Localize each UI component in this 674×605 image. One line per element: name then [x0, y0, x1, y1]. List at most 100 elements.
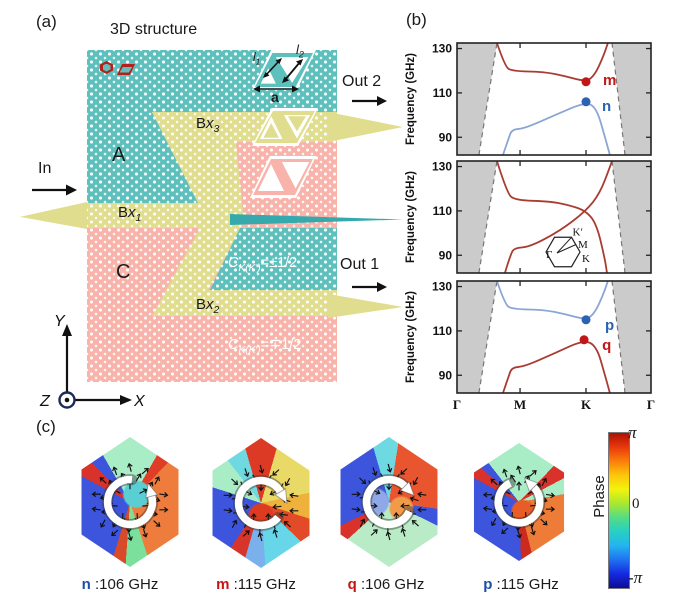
out1-arrow-icon [352, 282, 387, 292]
band-marker-label-m: m [603, 72, 616, 89]
circulation-arrow-icon [103, 475, 157, 529]
phase-colorbar [608, 432, 630, 589]
phase-map-mode-q [340, 437, 438, 567]
chern-number-top: CK(K′)=±1/2 [228, 255, 298, 274]
bz-gamma-label: Γ [546, 249, 552, 261]
input-label: In [38, 160, 52, 177]
poynting-vector-field [223, 464, 299, 542]
mode-m-letter: m [216, 576, 230, 593]
chern-number-bottom: CK(K′)=∓1/2 [228, 337, 302, 356]
light-cone-right [612, 43, 651, 155]
mode-q-frequency-label: q :106 GHz [347, 576, 425, 593]
waveguide-bx1-label: Bx1 [118, 204, 142, 224]
bz-m-label: M [578, 239, 588, 251]
y-tick-label: 90 [439, 130, 453, 144]
phase-map-mode-p [473, 443, 565, 561]
x-tick-label: Γ [453, 397, 461, 412]
band-curve [496, 42, 609, 82]
mode-m-frequency-label: m :115 GHz [216, 576, 296, 593]
band-marker-p [581, 315, 591, 325]
band-marker-q [579, 335, 589, 345]
lattice-constant-arrow-icon [253, 85, 299, 93]
region-a-label: A [112, 144, 126, 166]
hexagon-cell-marker-icon [100, 61, 113, 74]
lattice-constant-label: a [271, 89, 279, 105]
y-axis-title: Frequency (GHz) [405, 53, 417, 145]
band-marker-n [581, 97, 591, 107]
band-curve [502, 103, 611, 156]
light-cone-left [457, 43, 497, 155]
y-axis-title: Frequency (GHz) [405, 291, 417, 383]
panel-a-label: (a) [36, 12, 57, 31]
band-curve [502, 341, 611, 394]
y-tick-label: 110 [433, 204, 453, 218]
circulation-arrow-icon [362, 475, 413, 529]
out1-beam-pennant [328, 294, 403, 318]
mode-p-frequency-label: p :115 GHz [483, 576, 559, 593]
band-curve [496, 160, 608, 274]
x-tick-label: M [514, 397, 526, 412]
out1-label: Out 1 [340, 256, 380, 273]
colorbar-tick-minus-pi: -π [628, 568, 643, 587]
colorbar-axis-label: Phase [590, 475, 608, 518]
l1-arrow-icon [263, 58, 282, 78]
circulation-arrowhead [145, 482, 159, 499]
input-arrow-icon [32, 184, 77, 196]
band-marker-label-n: n [602, 98, 611, 115]
mode-q-letter: q [347, 576, 357, 593]
input-beam-pennant [20, 202, 87, 229]
out2-label: Out 2 [342, 73, 382, 90]
z-axis-label: Z [39, 393, 51, 410]
waveguide-bx3-label: Bx3 [196, 115, 220, 135]
circulation-arrowhead [523, 477, 539, 493]
poynting-vector-field [351, 463, 427, 541]
phase-map-mode-m [212, 438, 310, 568]
y-tick-label: 110 [433, 324, 453, 338]
rhombus-cell-marker-icon [117, 64, 135, 75]
y-tick-label: 110 [433, 86, 453, 100]
colorbar-tick-pi: π [628, 423, 637, 442]
l1-label: l1 [253, 50, 261, 67]
mode-n-letter: n [81, 576, 91, 593]
colorbar-tick-zero: 0 [632, 496, 640, 512]
y-axis-title: Frequency (GHz) [405, 171, 417, 263]
y-tick-label: 130 [432, 160, 452, 174]
bz-k-label: K [582, 253, 590, 265]
circulation-arrow-icon [494, 479, 544, 527]
panel-b-label: (b) [406, 10, 427, 29]
band-curve [504, 160, 613, 274]
y-axis-label: Y [54, 313, 66, 330]
panel-a-title: 3D structure [110, 21, 198, 38]
y-tick-label: 130 [432, 42, 452, 56]
waveguide-bx2-label: Bx2 [196, 296, 220, 316]
x-tick-label: K [581, 397, 592, 412]
circulation-arrowhead [274, 487, 288, 505]
bz-kprime-label: K′ [573, 226, 583, 238]
phase-map-mode-n [81, 437, 179, 567]
y-tick-label: 90 [439, 368, 453, 382]
out2-arrow-icon [352, 96, 387, 106]
l2-label: l2 [296, 42, 304, 60]
coordinate-axes: Y X Z [39, 313, 146, 410]
band-structure-plots: 90 110 130 Frequency (GHz) mn 90 110 130 Frequen… [405, 42, 655, 412]
light-cone-right [612, 281, 651, 393]
circulation-arrow-icon [234, 476, 284, 530]
region-c-label: C [116, 261, 131, 283]
out2-beam-pennant [328, 112, 403, 142]
light-cone-left [457, 161, 497, 273]
band-marker-label-q: q [602, 337, 611, 354]
mode-p-letter: p [483, 576, 493, 593]
mode-n-frequency-label: n :106 GHz [81, 576, 159, 593]
light-cone-left [457, 281, 497, 393]
y-tick-label: 90 [439, 248, 453, 262]
circulation-arrowhead [399, 481, 415, 497]
panel-c-label: (c) [36, 417, 56, 436]
poynting-vector-field [91, 462, 169, 542]
poynting-vector-field [482, 465, 556, 539]
band-marker-m [581, 77, 591, 87]
band-marker-label-p: p [605, 317, 614, 334]
light-cone-right [612, 161, 651, 273]
x-tick-label: Γ [647, 397, 655, 412]
x-axis-label: X [133, 393, 146, 410]
